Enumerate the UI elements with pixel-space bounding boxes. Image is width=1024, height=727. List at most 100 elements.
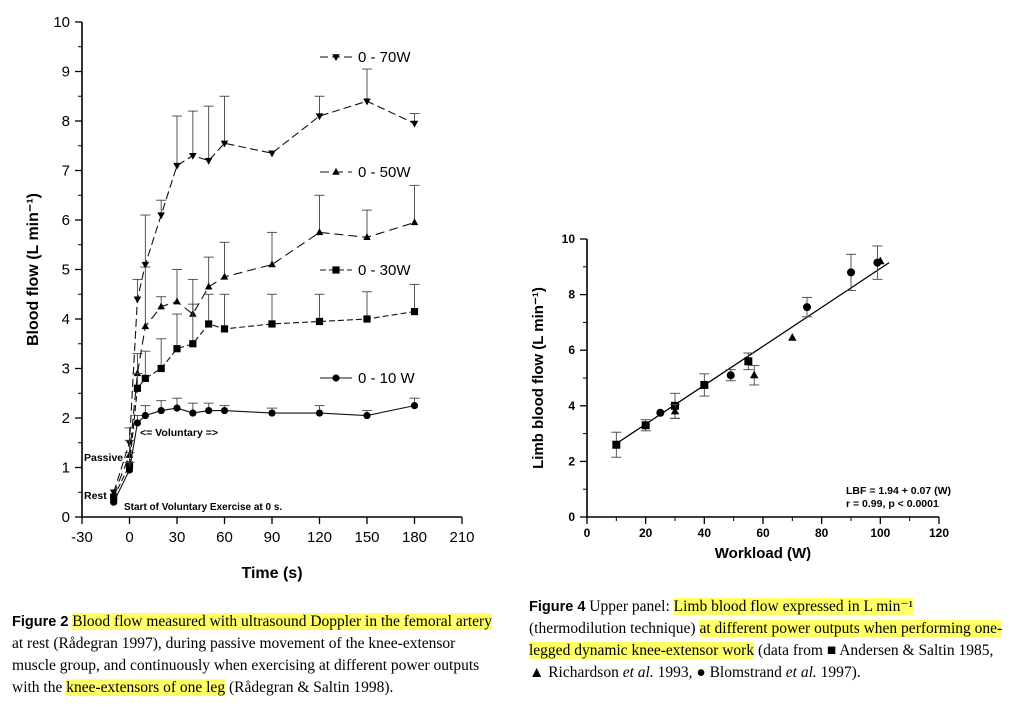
figure-2-highlight-1: Blood flow measured with ultrasound Dopp…: [72, 613, 492, 630]
data-point: [189, 409, 197, 417]
data-point: [670, 406, 680, 415]
x-axis-title: Workload (W): [715, 545, 811, 562]
x-tick-label: 90: [264, 529, 281, 546]
x-tick-label: 30: [169, 529, 186, 546]
data-point: [363, 233, 371, 241]
data-point: [141, 322, 150, 330]
legend-label: 0 - 70W: [358, 49, 411, 66]
y-tick-label: 10: [562, 232, 576, 246]
x-tick-label: -30: [71, 529, 93, 546]
y-tick-label: 4: [568, 399, 575, 413]
legend-marker: [332, 167, 340, 175]
y-axis-title: Limb blood flow (L min⁻¹): [530, 287, 547, 469]
data-point: [141, 374, 149, 382]
data-point: [744, 357, 753, 366]
y-tick-label: 2: [568, 454, 575, 468]
data-point: [220, 140, 229, 148]
data-point: [726, 371, 735, 380]
data-point: [410, 218, 419, 226]
y-tick-label: 1: [62, 460, 70, 477]
data-point: [173, 404, 181, 412]
data-point: [268, 409, 276, 417]
x-tick-label: 0: [125, 529, 133, 546]
data-point: [612, 440, 621, 449]
data-point: [656, 408, 665, 417]
y-tick-label: 10: [53, 14, 70, 31]
y-tick-label: 9: [62, 64, 70, 81]
annotation-passive: Passive: [84, 452, 123, 464]
y-tick-label: 5: [62, 262, 70, 279]
data-point: [268, 260, 276, 268]
data-point: [189, 152, 197, 160]
legend-label: 0 - 10 W: [358, 370, 416, 387]
data-point: [268, 320, 276, 328]
square-marker-icon: ■: [826, 642, 837, 659]
legend-label: 0 - 50W: [358, 164, 411, 181]
data-point: [189, 340, 197, 348]
figure-4-etal-2: et al.: [785, 664, 817, 681]
data-point: [363, 315, 371, 323]
data-point: [133, 419, 142, 427]
x-tick-label: 0: [584, 526, 591, 540]
figure-4-text-5: 1993,: [653, 664, 697, 681]
figure-4-text-7: 1997).: [816, 664, 861, 681]
x-tick-label: 120: [929, 526, 949, 540]
series-line: [113, 405, 415, 503]
y-tick-label: 0: [62, 509, 70, 526]
data-point: [788, 333, 797, 341]
x-tick-label: 180: [402, 529, 427, 546]
data-point: [410, 120, 419, 128]
data-point: [125, 466, 134, 474]
series-line: [113, 311, 415, 498]
data-point: [410, 402, 419, 410]
figure-2-label: Figure 2: [12, 614, 69, 630]
data-point: [133, 384, 142, 392]
data-point: [110, 493, 118, 501]
data-point: [205, 406, 213, 415]
x-tick-label: 60: [216, 529, 233, 546]
x-tick-label: 20: [639, 526, 653, 540]
data-point: [268, 150, 276, 158]
figure-4-text-4: Richardson: [544, 664, 623, 681]
data-point: [315, 409, 324, 417]
annotation-start: Start of Voluntary Exercise at 0 s.: [124, 502, 282, 513]
x-axis-title: Time (s): [241, 565, 302, 582]
data-point: [110, 498, 118, 506]
data-point: [173, 162, 181, 170]
legend-marker: [332, 374, 340, 382]
data-point: [133, 296, 142, 304]
data-point: [803, 303, 811, 312]
x-tick-label: 80: [815, 526, 829, 540]
regression-stats: r = 0.99, p < 0.0001: [846, 498, 939, 510]
figure-2-highlight-2: knee-extensors of one leg: [66, 679, 226, 696]
data-point: [220, 272, 229, 280]
figure-4-text-2: (data from: [754, 642, 827, 659]
data-point: [157, 406, 165, 415]
data-point: [220, 406, 229, 415]
data-point: [173, 345, 181, 353]
y-tick-label: 0: [568, 510, 575, 524]
figure-2-text-2: (Rådegran & Saltin 1998).: [225, 679, 394, 696]
x-tick-label: 60: [756, 526, 770, 540]
annotation-voluntary: <= Voluntary =>: [140, 427, 218, 439]
y-tick-label: 8: [62, 113, 70, 130]
y-tick-label: 6: [568, 343, 575, 357]
figure-4-highlight-1: Limb blood flow expressed in L min⁻¹: [673, 598, 914, 615]
y-tick-label: 3: [62, 361, 70, 378]
data-point: [141, 411, 149, 420]
data-point: [315, 228, 324, 236]
data-point: [873, 258, 882, 267]
figure-4-etal-1: et al.: [622, 664, 654, 681]
data-point: [315, 317, 324, 326]
x-tick-label: 210: [449, 529, 474, 546]
figure-4-label: Figure 4: [529, 599, 586, 615]
data-point: [363, 98, 371, 106]
data-point: [205, 320, 213, 328]
x-tick-label: 150: [354, 529, 379, 546]
legend-marker: [332, 54, 340, 62]
figure-4-text-1: (thermodilution technique): [529, 620, 700, 637]
data-point: [204, 282, 213, 290]
data-point: [847, 268, 855, 277]
regression-equation: LBF = 1.94 + 0.07 (W): [846, 485, 951, 497]
